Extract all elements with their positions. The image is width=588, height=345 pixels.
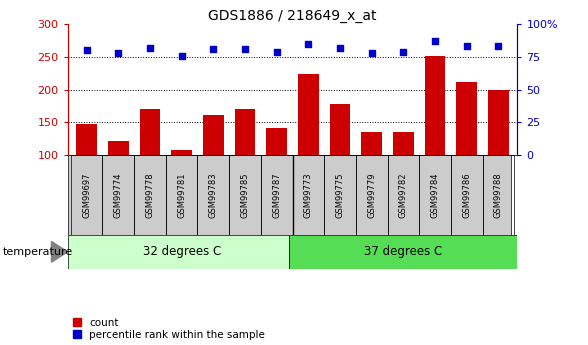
Bar bbox=[171, 150, 192, 155]
Text: GSM99775: GSM99775 bbox=[336, 172, 345, 218]
Bar bbox=[362, 132, 382, 155]
Title: GDS1886 / 218649_x_at: GDS1886 / 218649_x_at bbox=[208, 9, 377, 23]
Point bbox=[82, 48, 91, 53]
Text: temperature: temperature bbox=[3, 247, 73, 257]
Text: GSM99779: GSM99779 bbox=[368, 172, 376, 218]
Bar bbox=[266, 128, 287, 155]
Text: GSM99778: GSM99778 bbox=[145, 172, 155, 218]
Bar bbox=[108, 141, 129, 155]
Bar bbox=[393, 132, 414, 155]
Text: GSM99786: GSM99786 bbox=[462, 172, 471, 218]
Bar bbox=[261, 155, 293, 235]
Bar bbox=[166, 155, 198, 235]
Bar bbox=[451, 155, 483, 235]
Bar bbox=[298, 74, 319, 155]
Bar bbox=[330, 104, 350, 155]
Point bbox=[430, 38, 440, 44]
Text: 37 degrees C: 37 degrees C bbox=[365, 245, 443, 258]
Bar bbox=[488, 90, 509, 155]
Bar bbox=[356, 155, 387, 235]
Point bbox=[303, 41, 313, 47]
Bar bbox=[293, 155, 324, 235]
Text: 32 degrees C: 32 degrees C bbox=[142, 245, 220, 258]
Text: GSM99785: GSM99785 bbox=[240, 172, 249, 218]
Point bbox=[113, 50, 123, 56]
Point bbox=[494, 44, 503, 49]
Bar bbox=[425, 56, 445, 155]
Bar bbox=[235, 109, 255, 155]
Text: GSM99783: GSM99783 bbox=[209, 172, 218, 218]
Bar bbox=[198, 155, 229, 235]
Bar bbox=[289, 235, 517, 269]
Bar bbox=[140, 109, 161, 155]
Bar bbox=[68, 235, 289, 269]
Point bbox=[462, 44, 472, 49]
Point bbox=[367, 50, 376, 56]
Bar bbox=[229, 155, 261, 235]
Bar bbox=[76, 124, 97, 155]
Text: GSM99773: GSM99773 bbox=[304, 172, 313, 218]
Point bbox=[399, 49, 408, 55]
Point bbox=[272, 49, 282, 55]
Polygon shape bbox=[52, 241, 68, 262]
Bar bbox=[102, 155, 134, 235]
Bar bbox=[419, 155, 451, 235]
Point bbox=[335, 45, 345, 50]
Point bbox=[177, 53, 186, 58]
Point bbox=[145, 45, 155, 50]
Bar bbox=[71, 155, 102, 235]
Bar bbox=[324, 155, 356, 235]
Text: GSM99787: GSM99787 bbox=[272, 172, 281, 218]
Text: GSM99781: GSM99781 bbox=[177, 172, 186, 218]
Bar bbox=[456, 82, 477, 155]
Text: GSM99784: GSM99784 bbox=[430, 172, 440, 218]
Legend: count, percentile rank within the sample: count, percentile rank within the sample bbox=[73, 318, 265, 340]
Point bbox=[209, 46, 218, 52]
Bar bbox=[134, 155, 166, 235]
Text: GSM99782: GSM99782 bbox=[399, 172, 408, 218]
Bar bbox=[203, 115, 223, 155]
Text: GSM99788: GSM99788 bbox=[494, 172, 503, 218]
Bar bbox=[387, 155, 419, 235]
Text: GSM99774: GSM99774 bbox=[114, 172, 123, 218]
Bar bbox=[483, 155, 514, 235]
Text: GSM99697: GSM99697 bbox=[82, 172, 91, 218]
Point bbox=[240, 46, 250, 52]
